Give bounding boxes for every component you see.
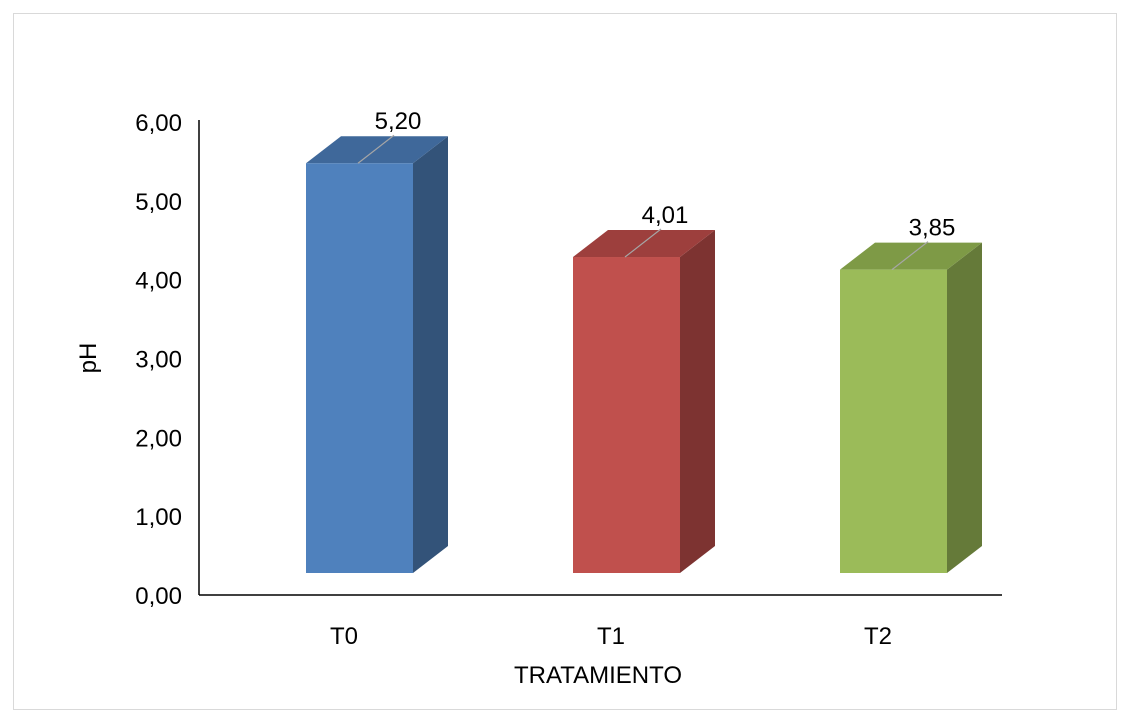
bar-top (840, 242, 982, 270)
bar-front (840, 269, 947, 573)
bar-side (413, 136, 448, 574)
y-tick-label: 4,00 (135, 268, 182, 295)
axes (198, 120, 1002, 596)
data-label-leader (624, 228, 662, 258)
x-tick-label: T0 (330, 623, 358, 650)
data-labels: 5,20 4,01 3,85 (357, 108, 956, 271)
y-tick-label: 2,00 (135, 425, 182, 452)
y-axis-ticks: 0,00 1,00 2,00 3,00 4,00 5,00 6,00 (135, 110, 182, 610)
bar (840, 242, 982, 573)
bar-top (306, 136, 448, 164)
data-label-leader (357, 134, 395, 164)
bar-front (306, 163, 413, 574)
data-label: 5,20 (375, 108, 422, 135)
y-tick-label: 6,00 (135, 110, 182, 137)
y-axis-title: pH (75, 343, 102, 374)
bar-front (573, 257, 680, 573)
data-label-leader (891, 241, 929, 271)
y-tick-label: 3,00 (135, 347, 182, 374)
y-tick-label: 1,00 (135, 504, 182, 531)
y-tick-label: 0,00 (135, 583, 182, 610)
data-label: 4,01 (642, 202, 689, 229)
y-tick-label: 5,00 (135, 189, 182, 216)
data-label: 3,85 (909, 215, 956, 242)
bar (306, 136, 448, 574)
bars (306, 136, 982, 574)
bar-side (947, 242, 982, 573)
bar (573, 230, 715, 573)
x-axis-labels: T0 T1 T2 (330, 623, 892, 650)
x-tick-label: T2 (864, 623, 892, 650)
bar-top (573, 230, 715, 258)
bar-side (680, 230, 715, 573)
x-axis-title: TRATAMIENTO (514, 662, 682, 689)
x-tick-label: T1 (597, 623, 625, 650)
